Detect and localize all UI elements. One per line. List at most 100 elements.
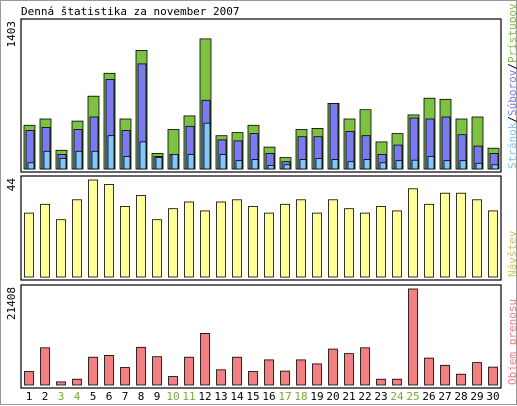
bar	[393, 379, 402, 385]
x-tick-label: 15	[246, 390, 259, 403]
bar	[92, 151, 98, 169]
bar	[348, 162, 354, 169]
bar	[425, 358, 434, 385]
bar	[380, 163, 386, 169]
bar	[25, 213, 34, 277]
bar	[249, 372, 258, 386]
bar	[441, 365, 450, 385]
bar	[105, 184, 114, 277]
x-tick-label: 7	[122, 390, 129, 403]
bar	[153, 220, 162, 277]
x-tick-label: 18	[294, 390, 307, 403]
bar	[28, 163, 34, 169]
bar	[169, 209, 178, 277]
chart-title: Denná štatistika za november 2007	[21, 5, 240, 18]
bar	[108, 136, 114, 169]
x-tick-label: 16	[262, 390, 275, 403]
bar	[329, 349, 338, 385]
bar	[236, 161, 242, 169]
bar	[124, 157, 130, 170]
x-tick-label: 26	[422, 390, 435, 403]
bar	[89, 180, 98, 277]
y-max-label: 44	[5, 178, 18, 192]
bar	[441, 193, 450, 277]
x-tick-label: 30	[486, 390, 499, 403]
bar	[489, 211, 498, 277]
bar	[396, 161, 402, 169]
bar	[428, 157, 434, 170]
bar	[297, 360, 306, 385]
y-max-label: 21408	[5, 287, 18, 320]
bar	[44, 151, 50, 169]
bar	[252, 160, 258, 169]
bar	[265, 213, 274, 277]
x-tick-label: 3	[58, 390, 65, 403]
x-tick-label: 20	[326, 390, 339, 403]
bar	[89, 357, 98, 385]
x-tick-label: 19	[310, 390, 323, 403]
bar	[268, 165, 274, 169]
bar	[204, 123, 210, 169]
bar	[476, 163, 482, 169]
bar	[156, 158, 162, 169]
bar	[425, 204, 434, 277]
x-tick-label: 13	[214, 390, 227, 403]
x-tick-label: 21	[342, 390, 355, 403]
bar	[412, 160, 418, 169]
bar	[121, 207, 130, 278]
x-tick-label: 29	[470, 390, 483, 403]
bar	[137, 347, 146, 385]
y-max-label: 1403	[5, 21, 18, 48]
x-tick-label: 12	[198, 390, 211, 403]
bar	[249, 207, 258, 278]
panel-visits: 44 Návštev	[5, 176, 517, 280]
bar	[201, 211, 210, 277]
legend-visits: Návštev	[506, 230, 517, 277]
bar	[473, 363, 482, 385]
bar	[25, 372, 34, 386]
bar	[41, 348, 50, 385]
bar	[329, 200, 338, 277]
bar	[300, 160, 306, 169]
bar	[364, 160, 370, 169]
x-tick-label: 25	[406, 390, 419, 403]
bar	[188, 154, 194, 169]
bar	[57, 220, 66, 277]
x-tick-label: 2	[42, 390, 49, 403]
x-tick-label: 27	[438, 390, 451, 403]
bar	[185, 357, 194, 385]
bar	[313, 364, 322, 385]
bar	[220, 154, 226, 169]
bar	[281, 204, 290, 277]
bar	[76, 151, 82, 169]
bar	[121, 368, 130, 386]
x-tick-label: 1	[26, 390, 33, 403]
bar	[330, 103, 338, 169]
x-tick-label: 11	[182, 390, 195, 403]
bar	[185, 202, 194, 277]
bar	[217, 202, 226, 277]
bar	[57, 382, 66, 385]
x-tick-label: 6	[106, 390, 113, 403]
x-tick-label: 23	[374, 390, 387, 403]
bar	[460, 161, 466, 169]
x-tick-label: 14	[230, 390, 244, 403]
bar	[73, 379, 82, 385]
bar	[377, 379, 386, 385]
chart-panels: 1403Stránok/Súborov/Prístupov44Návštev21…	[5, 3, 517, 388]
bar	[492, 165, 498, 169]
x-tick-label: 4	[74, 390, 81, 403]
bar	[201, 333, 210, 385]
bar	[345, 354, 354, 385]
bar	[233, 357, 242, 385]
x-tick-label: 17	[278, 390, 291, 403]
bar	[281, 371, 290, 385]
bar	[233, 200, 242, 277]
bar	[41, 204, 50, 277]
bar	[265, 360, 274, 385]
bar	[409, 189, 418, 277]
